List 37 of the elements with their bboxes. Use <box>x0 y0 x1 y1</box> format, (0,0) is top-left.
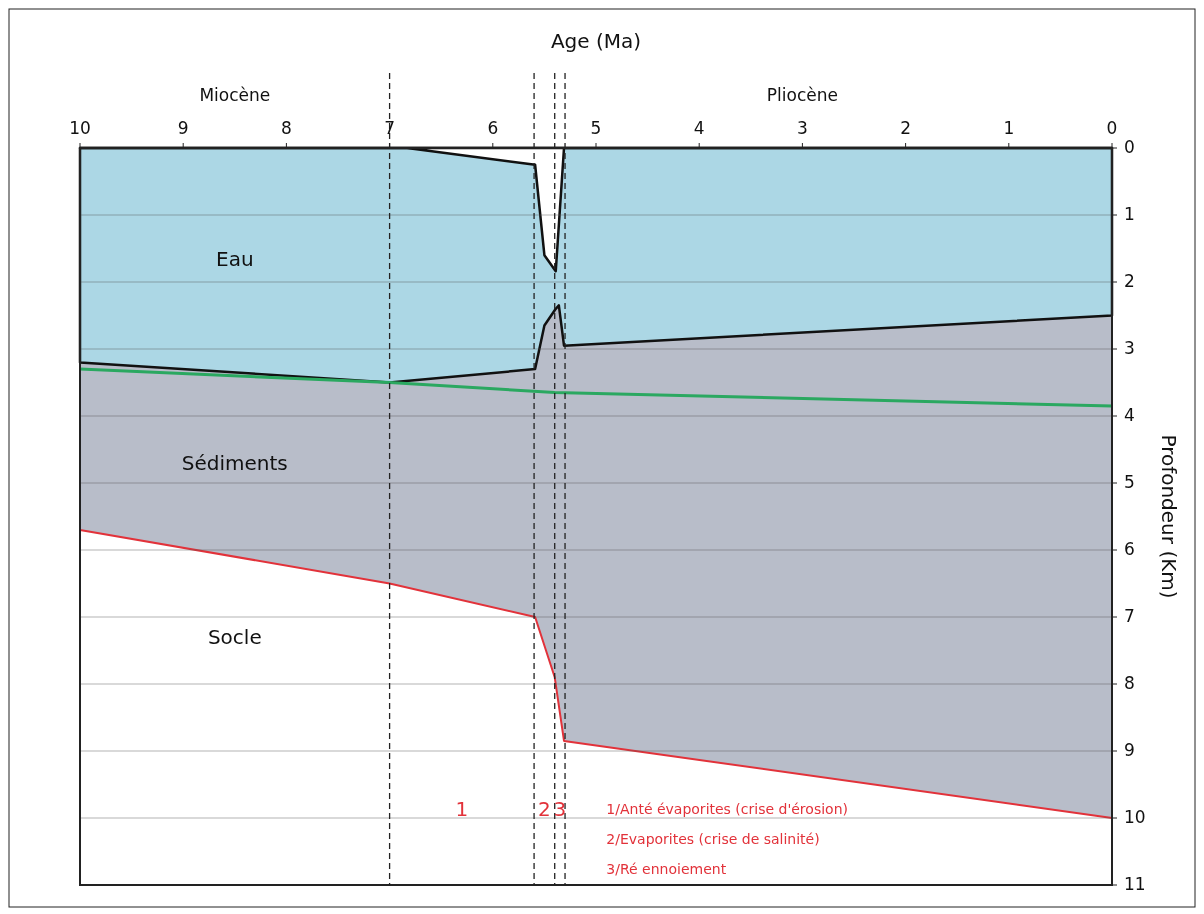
annotation: 2/Evaporites (crise de salinité) <box>606 831 820 847</box>
series-label: Sédiments <box>181 451 288 476</box>
y-tick-label: 8 <box>1124 673 1135 693</box>
y-tick-label: 9 <box>1124 740 1135 760</box>
x-axis-title: Age (Ma) <box>550 29 642 53</box>
x-tick-label: 10 <box>69 118 91 138</box>
x-tick-label: 9 <box>177 118 189 138</box>
series-label: Eau <box>216 246 254 271</box>
x-tick-label: 5 <box>590 118 602 138</box>
x-tick-label: 7 <box>384 118 396 138</box>
y-tick-label: 1 <box>1124 204 1135 224</box>
annotation: 3/Ré ennoiement <box>606 861 727 877</box>
annotation: 1/Anté évaporites (crise d'érosion) <box>606 801 848 817</box>
line-series <box>78 367 1114 408</box>
y-tick-label: 11 <box>1124 874 1146 894</box>
x-tick-label: 1 <box>1003 118 1015 138</box>
annotation: Socle <box>207 625 262 650</box>
y-tick-label: 4 <box>1124 405 1135 425</box>
y-tick-label: 5 <box>1124 472 1135 492</box>
y-tick-label: 3 <box>1124 338 1135 358</box>
y-tick-label: 7 <box>1124 606 1135 626</box>
x-tick-label: 6 <box>487 118 499 138</box>
text: Miocène <box>199 85 271 105</box>
x-tick-label: 3 <box>796 118 808 138</box>
annotation: 1 <box>455 796 469 821</box>
y-tick-label: 0 <box>1124 137 1135 157</box>
annotation: 3 <box>553 796 567 821</box>
y-tick-label: 2 <box>1124 271 1135 291</box>
x-tick-label: 4 <box>693 118 705 138</box>
y-axis-title: Profondeur (Km) <box>1157 434 1181 599</box>
y-tick-label: 10 <box>1124 807 1146 827</box>
annotation: 2 <box>538 796 551 821</box>
x-tick-label: 0 <box>1106 118 1118 138</box>
x-tick-label: 8 <box>280 118 292 138</box>
x-tick-label: 2 <box>900 118 912 138</box>
y-tick-label: 6 <box>1124 539 1135 559</box>
text: Pliocène <box>766 85 838 105</box>
